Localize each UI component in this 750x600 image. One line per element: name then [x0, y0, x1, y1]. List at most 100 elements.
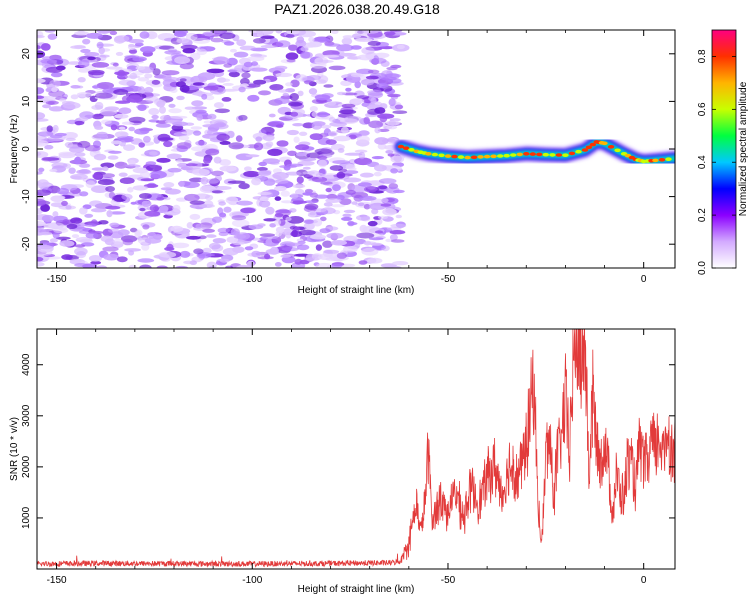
spectrogram-noise-cell — [127, 187, 134, 193]
colorbar: 0.0 0.2 0.4 0.6 0.8 Normalized spectral ampl… — [697, 29, 749, 275]
spectrogram-noise-cell — [51, 87, 58, 93]
spectrogram-ylabel: Frequency (Hz) — [9, 115, 20, 184]
spectrogram-noise-cell — [329, 121, 347, 127]
spectrogram-track-peak — [444, 154, 452, 158]
spectrogram-track-peak — [568, 151, 576, 156]
spectrogram-noise-cell — [390, 239, 405, 243]
spectrogram-noise-cell — [232, 246, 245, 254]
spectrogram-noise-cell — [225, 265, 234, 268]
spectrogram-noise-cell — [96, 82, 114, 90]
spectrogram-noise-cell — [103, 253, 120, 261]
spectrogram-noise-cell — [354, 80, 362, 89]
spectrogram-noise-cell — [193, 33, 206, 38]
spectrogram-noise-cell — [61, 254, 73, 260]
spectrogram-noise-cell — [211, 170, 224, 176]
spectrogram-noise-cell — [272, 172, 289, 180]
spectrogram-noise-cell — [367, 69, 380, 74]
spectrogram-noise-cell — [326, 232, 344, 239]
spectrogram-noise-cell — [369, 57, 387, 64]
colorbar-gradient — [711, 29, 737, 269]
spectrogram-noise-cell — [45, 100, 59, 105]
spectrogram-noise-cell — [374, 164, 387, 172]
spectrogram-noise-cell — [341, 103, 356, 108]
spectrogram-noise-cell — [67, 184, 84, 189]
spectrogram-noise-cell — [105, 66, 123, 70]
spectrogram-noise-cell — [245, 154, 260, 158]
spectrogram-track-peak — [581, 148, 589, 152]
spectrogram-noise-cell — [212, 216, 222, 223]
spectrogram-noise-cell — [258, 90, 271, 96]
spectrogram-noise-cell — [149, 170, 167, 179]
spectrogram-noise-cell — [293, 136, 300, 143]
spectrogram-noise-cell — [210, 30, 227, 34]
snr-series-line — [37, 329, 675, 568]
spectrogram-noise-cell — [377, 215, 388, 220]
spectrogram-noise-cell — [275, 72, 293, 78]
spectrogram-noise-cell — [74, 120, 85, 126]
spectrogram-noise-cell — [345, 87, 352, 92]
spectrogram-noise-cell — [170, 88, 178, 93]
spectrogram-noise-cell — [68, 167, 76, 174]
spectrogram-noise-cell — [149, 151, 158, 156]
spectrogram-noise-cell — [207, 113, 217, 120]
spectrogram-noise-cell — [37, 45, 41, 50]
spectrogram-noise-cell — [356, 135, 370, 144]
spectrogram-noise-cell — [223, 206, 232, 213]
spectrogram-noise-cell — [91, 167, 105, 171]
spectrogram-noise-cell — [274, 185, 287, 192]
spectrogram-track-peak — [542, 152, 549, 157]
spectrogram-noise-cell — [219, 140, 231, 145]
spectrogram-xtick-label: -150 — [47, 274, 67, 285]
spectrogram-noise-cell — [221, 78, 231, 82]
spectrogram-noise-cell — [217, 227, 230, 234]
spectrogram-noise-cell — [213, 102, 224, 109]
spectrogram-noise-cell — [310, 61, 327, 69]
spectrogram-noise-cell — [263, 178, 276, 186]
spectrogram-noise-cell — [348, 134, 357, 140]
spectrogram-noise-cell — [295, 188, 305, 196]
spectrogram-noise-cell — [345, 189, 356, 195]
spectrogram-noise-cell — [37, 171, 43, 175]
spectrogram-noise-cell — [311, 111, 319, 118]
spectrogram-noise-cell — [176, 142, 192, 150]
spectrogram-noise-cell — [41, 156, 53, 162]
spectrogram-noise-cell — [61, 200, 68, 207]
spectrogram-noise-cell — [265, 238, 273, 246]
spectrogram-noise-cell — [265, 206, 275, 215]
spectrogram-noise-cell — [51, 162, 68, 169]
spectrogram-noise-cell — [151, 79, 161, 85]
spectrogram-noise-cell — [356, 214, 370, 221]
spectrogram-noise-cell — [75, 236, 93, 243]
spectrogram-noise-cell — [367, 220, 378, 227]
spectrogram-noise-cell — [285, 216, 292, 222]
spectrogram-noise-cell — [228, 142, 244, 150]
spectrogram-track-peak — [562, 153, 569, 157]
spectrogram-xlabel: Height of straight line (km) — [298, 285, 415, 296]
spectrogram-noise-cell — [165, 188, 181, 195]
spectrogram-noise-cell — [336, 252, 347, 259]
spectrogram-noise-cell — [256, 167, 268, 171]
spectrogram-noise-cell — [64, 141, 74, 148]
spectrogram-noise-cell — [317, 155, 328, 160]
spectrogram-noise-cell — [275, 226, 285, 234]
spectrogram-noise-cell — [140, 178, 155, 182]
spectrogram-track-peak — [431, 152, 439, 157]
spectrogram-noise-cell — [52, 231, 60, 239]
spectrogram-noise-cell — [70, 94, 79, 100]
spectrogram-noise-cell — [65, 137, 76, 141]
spectrogram-noise-cell — [363, 116, 370, 125]
spectrogram-noise-cell — [159, 205, 169, 213]
spectrogram-track-peak — [589, 142, 596, 147]
spectrogram-noise-cell — [151, 114, 159, 120]
spectrogram-noise-cell — [311, 122, 322, 130]
spectrogram-noise-cell — [206, 68, 225, 74]
spectrogram-noise-cell — [129, 94, 141, 98]
spectrogram-noise-cell — [281, 247, 299, 252]
spectrogram-track-peak — [470, 155, 478, 160]
spectrogram-noise-cell — [370, 242, 383, 246]
spectrogram-noise-cell — [343, 209, 356, 214]
spectrogram-noise-cell — [219, 165, 237, 172]
spectrogram-noise-cell — [275, 30, 283, 34]
spectrogram-noise-cell — [170, 115, 188, 119]
spectrogram-noise-cell — [258, 200, 271, 208]
